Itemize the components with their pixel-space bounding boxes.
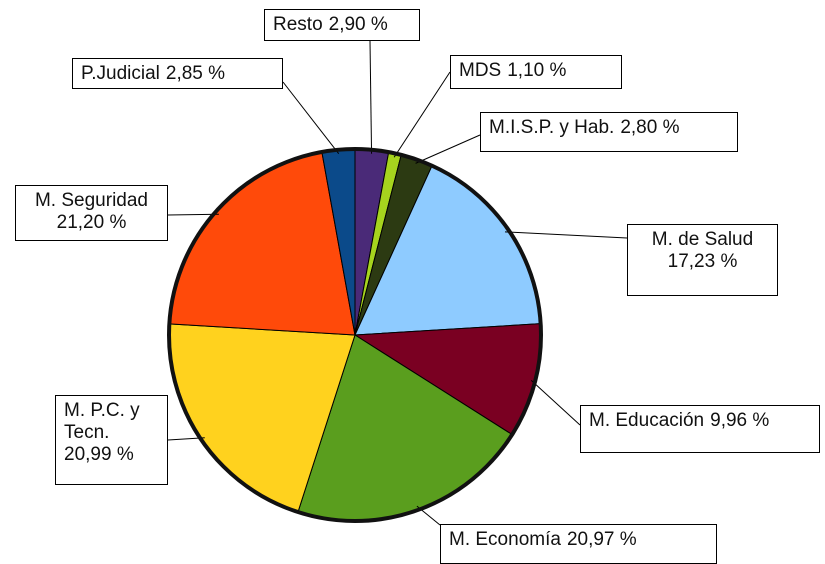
leader-line xyxy=(282,81,340,155)
slice-name: M. de Salud xyxy=(651,229,754,250)
slice-label: M. de Salud 17,23 % xyxy=(627,224,778,296)
slice-label: MDS 1,10 % xyxy=(450,55,622,89)
leader-line xyxy=(369,40,373,154)
leader-line xyxy=(415,134,481,164)
slice-label: M. Economía 20,97 % xyxy=(440,524,717,564)
slice-value: 9,96 % xyxy=(710,410,770,431)
slice-label: M. Seguridad 21,20 % xyxy=(15,185,168,241)
slice-name: M. Educación xyxy=(589,410,705,431)
slice-value: 2,90 % xyxy=(328,14,388,35)
slice-value: 2,85 % xyxy=(165,63,226,84)
slice-value: 20,99 % xyxy=(64,444,134,465)
slice-label: M. P.C. y Tecn. 20,99 % xyxy=(55,395,168,485)
slice-name: M. Economía xyxy=(449,529,561,550)
slice-label: Resto 2,90 % xyxy=(264,9,420,41)
leader-line xyxy=(530,380,581,426)
pie-outline xyxy=(167,147,543,523)
slice-name: P.Judicial xyxy=(81,63,160,84)
slice-value: 2,80 % xyxy=(620,117,680,138)
slice-name: M. Seguridad xyxy=(34,190,148,211)
slice-name: Resto xyxy=(273,14,323,35)
slice-name: MDS xyxy=(459,60,502,81)
slice-label: M. Educación 9,96 % xyxy=(580,405,820,453)
slice-value: 21,20 % xyxy=(56,212,127,233)
leader-line xyxy=(504,231,628,239)
slice-value: 17,23 % xyxy=(667,251,738,272)
slice-name: M.I.S.P. y Hab. xyxy=(489,117,615,138)
leader-line xyxy=(167,213,219,216)
slice-label: M.I.S.P. y Hab. 2,80 % xyxy=(480,112,738,152)
slice-label: P.Judicial 2,85 % xyxy=(72,58,283,89)
leader-line xyxy=(393,71,451,158)
slice-value: 20,97 % xyxy=(566,529,637,550)
slice-value: 1,10 % xyxy=(507,60,567,81)
slice-name: M. P.C. y Tecn. xyxy=(64,400,140,443)
